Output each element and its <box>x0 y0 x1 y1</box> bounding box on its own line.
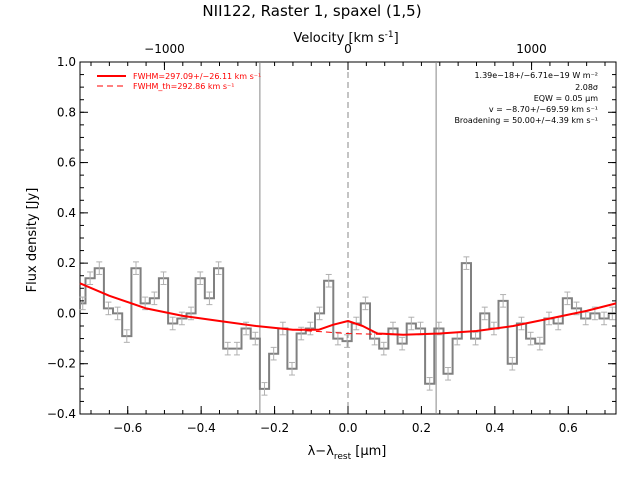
y-tick-label: 0.2 <box>57 256 76 270</box>
fit-curve-thermal-dashed <box>256 325 440 336</box>
x-axis-label: λ−λrest [μm] <box>308 444 387 462</box>
legend-entry-fwhm-th: FWHM_th=292.86 km s⁻¹ <box>133 82 234 91</box>
legend: FWHM=297.09+/−26.11 km s⁻¹ FWHM_th=292.8… <box>97 72 261 91</box>
x-tick-label: −0.6 <box>113 421 142 435</box>
annotation-line-eqw: EQW = 0.05 μm <box>534 94 598 103</box>
x-axis-label-main: λ−λ <box>308 444 335 459</box>
reference-lines <box>259 62 437 414</box>
top-axis-label-main: Velocity [km s <box>293 31 385 46</box>
y-tick-label: −0.2 <box>47 357 76 371</box>
top-tick-label: −1000 <box>144 42 185 56</box>
x-tick-label: 0.2 <box>412 421 431 435</box>
top-tick-label: 1000 <box>516 42 547 56</box>
chart-title: NII122, Raster 1, spaxel (1,5) <box>202 2 421 20</box>
x-axis-label-sub: rest <box>334 452 352 462</box>
axes-layer: −0.4 −0.2 0.0 0.2 0.4 0.6 0.8 1.0 −0.6 −0.4 −0.2 0.… <box>47 42 616 435</box>
x-tick-label: 0.6 <box>559 421 578 435</box>
x-axis-label-unit: [μm] <box>351 444 386 459</box>
annotation-line-sigma: 2.08σ <box>575 83 598 92</box>
top-axis-label-end: ] <box>394 31 399 46</box>
flux-histogram <box>80 262 616 390</box>
top-tick-label: 0 <box>344 42 352 56</box>
data-layer <box>79 256 617 396</box>
y-tick-label: 0.0 <box>57 306 76 320</box>
x-tick-label: 0.4 <box>485 421 504 435</box>
y-tick-label: 0.8 <box>57 105 76 119</box>
fit-curve-fwhm <box>79 282 617 336</box>
annotation-line-velocity: v = −8.70+/−69.59 km s⁻¹ <box>489 105 598 114</box>
top-axis-label: Velocity [km s-1] <box>293 30 398 46</box>
y-tick-label: −0.4 <box>47 407 76 421</box>
annotation-line-broadening: Broadening = 50.00+/−4.39 km s⁻¹ <box>454 116 598 125</box>
fit-annotations: 1.39e−18+/−6.71e−19 W m⁻² 2.08σ EQW = 0.… <box>454 71 598 125</box>
top-axis-label-sup: -1 <box>385 30 394 40</box>
x-tick-label: −0.2 <box>260 421 289 435</box>
y-tick-label: 1.0 <box>57 55 76 69</box>
x-tick-label: 0.0 <box>338 421 357 435</box>
y-axis-label: Flux density [Jy] <box>25 188 40 293</box>
legend-entry-fwhm: FWHM=297.09+/−26.11 km s⁻¹ <box>133 72 261 81</box>
x-tick-label: −0.4 <box>187 421 216 435</box>
annotation-line-flux: 1.39e−18+/−6.71e−19 W m⁻² <box>474 71 598 80</box>
y-tick-label: 0.6 <box>57 156 76 170</box>
y-tick-label: 0.4 <box>57 206 76 220</box>
